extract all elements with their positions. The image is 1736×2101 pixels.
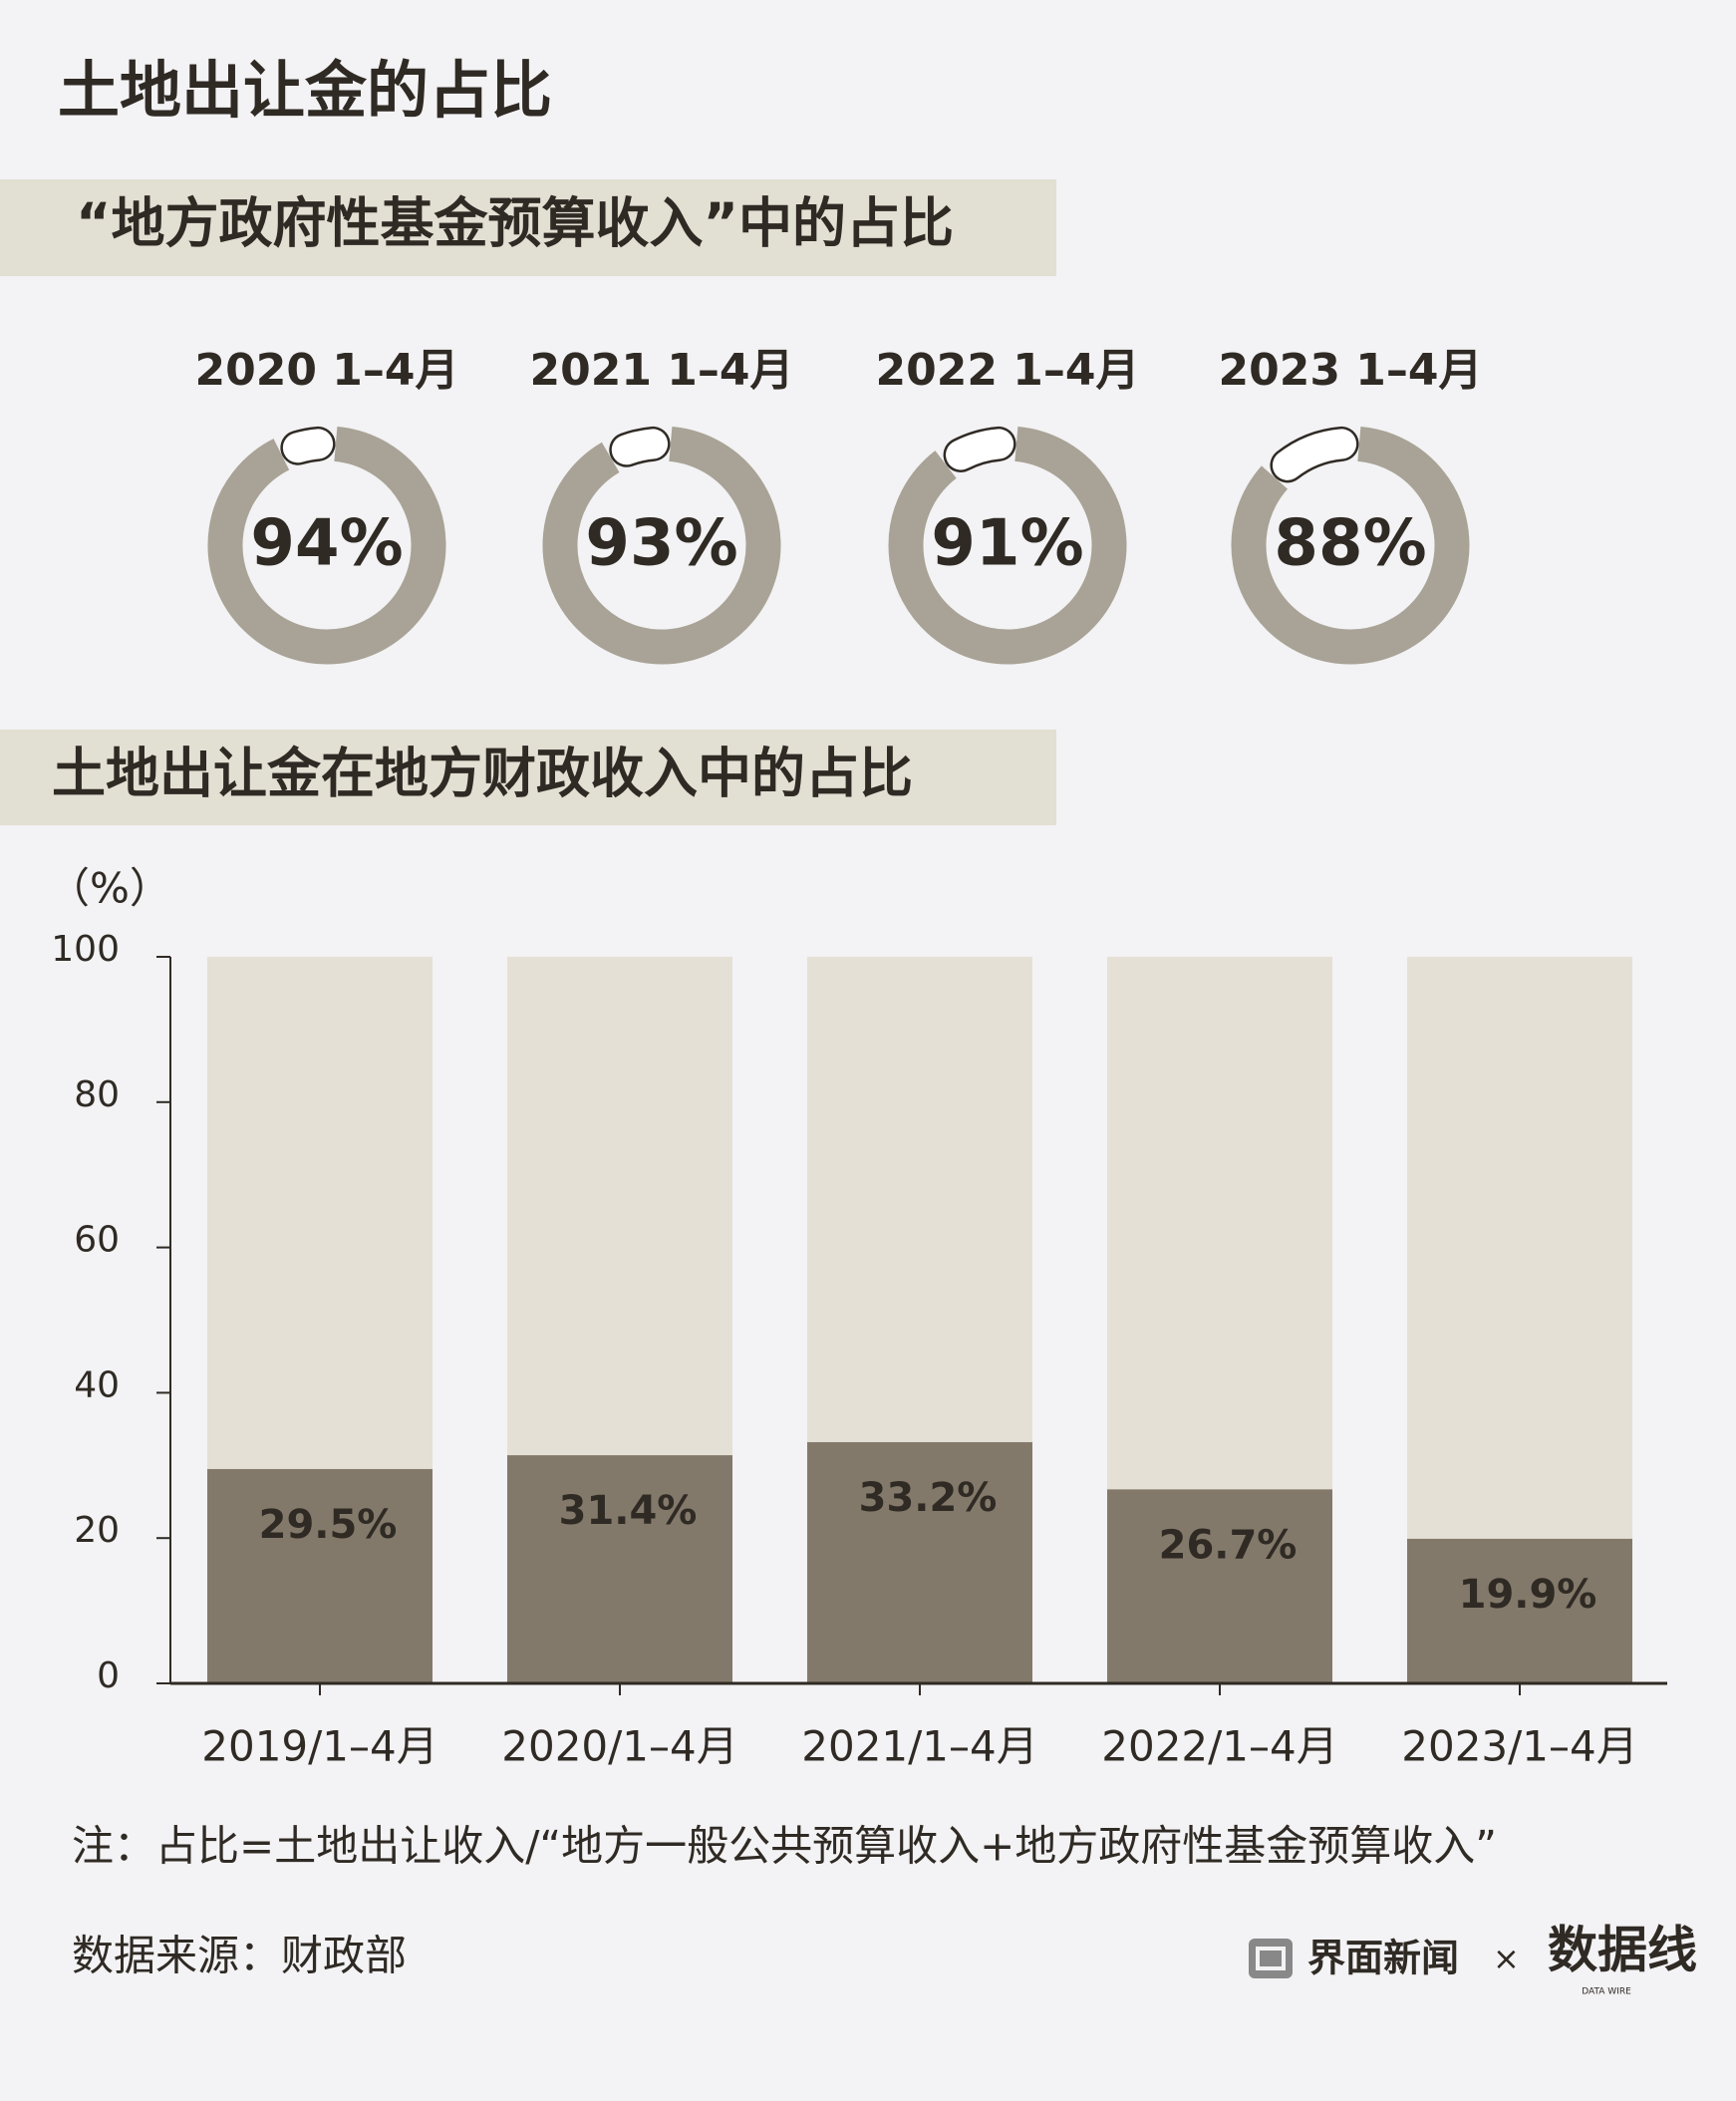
brand: 界面新闻 bbox=[1307, 1937, 1459, 1980]
donut-remainder bbox=[946, 429, 1014, 470]
partner: 数据线 bbox=[1548, 1922, 1697, 1979]
section-title: “地方政府性基金预算收入”中的占比 bbox=[76, 192, 954, 255]
x-tick-label: 2019/1–4月 bbox=[201, 1722, 437, 1771]
x-tick-label: 2020/1–4月 bbox=[501, 1722, 737, 1771]
section-band bbox=[0, 179, 1056, 276]
note: 注：占比=土地出让收入/“地方一般公共预算收入+地方政府性基金预算收入” bbox=[72, 1822, 1497, 1871]
partner-sub: DATA WIRE bbox=[1582, 1987, 1631, 1997]
brand-icon-inner bbox=[1256, 1947, 1286, 1970]
donut-arc bbox=[1231, 426, 1470, 665]
donut-value-label: 88% bbox=[1274, 507, 1426, 581]
donut-value-label: 94% bbox=[250, 507, 403, 581]
donut-arc bbox=[207, 426, 446, 665]
section-band bbox=[0, 730, 1056, 825]
bar bbox=[1107, 1489, 1332, 1683]
y-tick-label: 60 bbox=[74, 1220, 120, 1261]
x-tick-label: 2022/1–4月 bbox=[1101, 1722, 1337, 1771]
page-title: 土地出让金的占比 bbox=[58, 54, 552, 127]
brand-icon bbox=[1249, 1939, 1293, 1978]
donut-label: 2020 1–4月 bbox=[194, 345, 458, 396]
donut-value-label: 91% bbox=[931, 507, 1083, 581]
y-tick-label: 40 bbox=[74, 1364, 120, 1405]
y-tick-label: 0 bbox=[97, 1655, 120, 1696]
source: 数据来源：财政部 bbox=[72, 1932, 407, 1980]
donut-label: 2022 1–4月 bbox=[875, 345, 1139, 396]
y-tick-label: 80 bbox=[74, 1074, 120, 1115]
bar bbox=[1407, 1538, 1632, 1683]
section-title: 土地出让金在地方财政收入中的占比 bbox=[52, 743, 913, 805]
bar-value-label: 33.2% bbox=[859, 1475, 998, 1521]
donut-remainder bbox=[611, 429, 669, 465]
logo-separator: × bbox=[1493, 1940, 1520, 1977]
y-axis-label: （%） bbox=[48, 864, 171, 913]
bar bbox=[807, 1441, 1032, 1683]
donut-remainder bbox=[1272, 429, 1357, 480]
bar bbox=[207, 1468, 433, 1683]
bar-value-label: 31.4% bbox=[559, 1488, 698, 1534]
bar-value-label: 26.7% bbox=[1159, 1522, 1298, 1568]
y-tick-label: 100 bbox=[51, 929, 120, 970]
donut-arc bbox=[888, 426, 1127, 665]
donut-value-label: 93% bbox=[585, 507, 737, 581]
donut-arc bbox=[542, 426, 781, 665]
x-tick-label: 2023/1–4月 bbox=[1401, 1722, 1637, 1771]
x-tick-label: 2021/1–4月 bbox=[801, 1722, 1037, 1771]
donut-label: 2023 1–4月 bbox=[1218, 345, 1482, 396]
donut-remainder bbox=[282, 429, 334, 463]
y-tick-label: 20 bbox=[74, 1510, 120, 1551]
bar-value-label: 29.5% bbox=[259, 1502, 398, 1548]
bar bbox=[507, 1455, 732, 1683]
bar-value-label: 19.9% bbox=[1459, 1572, 1597, 1618]
donut-label: 2021 1–4月 bbox=[529, 345, 793, 396]
